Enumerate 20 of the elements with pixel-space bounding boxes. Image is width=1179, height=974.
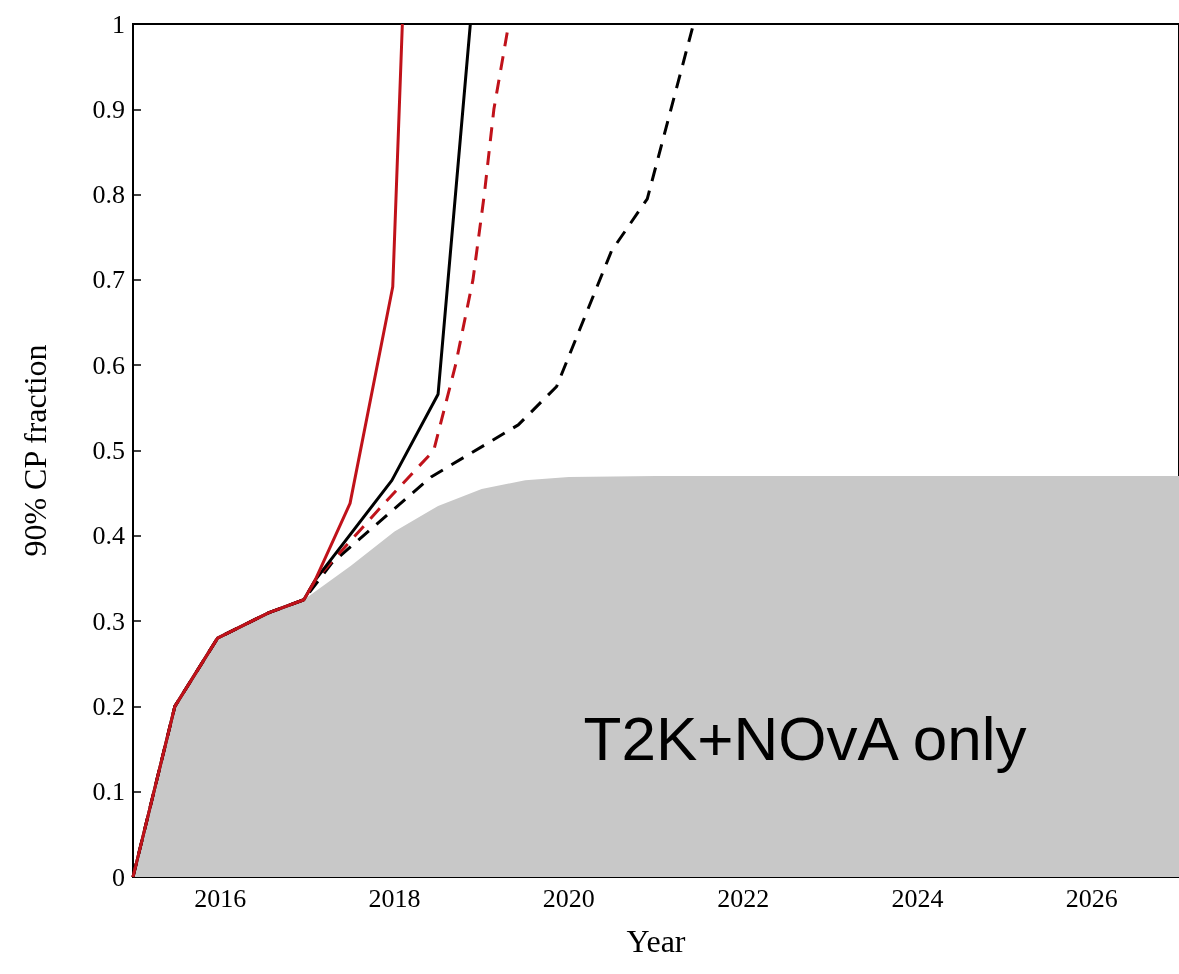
x-tick-label: 2024 bbox=[891, 883, 944, 913]
y-tick-label: 0 bbox=[112, 862, 125, 892]
x-tick-label: 2016 bbox=[194, 883, 247, 913]
y-tick-label: 0.2 bbox=[92, 691, 125, 721]
x-axis-title: Year bbox=[626, 923, 686, 959]
y-tick-label: 0.7 bbox=[92, 265, 125, 295]
y-tick-label: 0.5 bbox=[92, 436, 125, 465]
x-tick-label: 2026 bbox=[1065, 883, 1118, 913]
x-tick-label: 2022 bbox=[717, 883, 770, 913]
y-tick-label: 1 bbox=[112, 9, 125, 39]
y-tick-label: 0.8 bbox=[92, 180, 125, 210]
y-tick-label: 0.4 bbox=[92, 521, 125, 551]
annotation: T2K+NOvA only bbox=[583, 703, 1027, 773]
y-tick-label: 0.3 bbox=[92, 606, 125, 636]
y-axis-title: 90% CP fraction bbox=[17, 344, 53, 557]
y-tick-label: 0.6 bbox=[92, 350, 125, 380]
x-tick-label: 2020 bbox=[542, 883, 595, 913]
y-tick-label: 0.9 bbox=[92, 94, 125, 124]
x-tick-label: 2018 bbox=[368, 883, 421, 913]
y-tick-label: 0.1 bbox=[92, 777, 125, 807]
